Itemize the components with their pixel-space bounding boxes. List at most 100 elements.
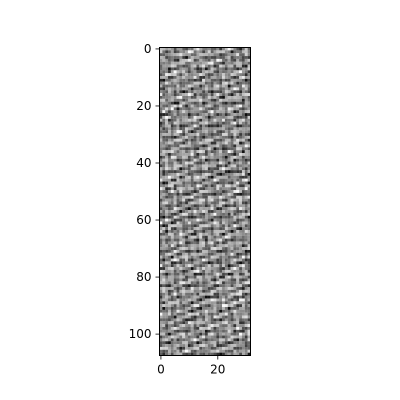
heatmap-cell	[242, 184, 245, 187]
heatmap-cell	[194, 207, 197, 210]
heatmap-cell	[233, 336, 236, 339]
heatmap-cell	[202, 330, 205, 333]
heatmap-cell	[219, 96, 222, 99]
heatmap-cell	[165, 219, 168, 222]
heatmap-cell	[165, 65, 168, 68]
heatmap-cell	[196, 82, 199, 85]
heatmap-cell	[171, 133, 174, 136]
heatmap-cell	[162, 281, 165, 284]
heatmap-cell	[162, 96, 165, 99]
heatmap-cell	[188, 333, 191, 336]
heatmap-cell	[208, 73, 211, 76]
heatmap-cell	[236, 199, 239, 202]
heatmap-cell	[199, 90, 202, 93]
heatmap-cell	[211, 287, 214, 290]
heatmap-cell	[222, 253, 225, 256]
heatmap-cell	[208, 202, 211, 205]
heatmap-cell	[202, 116, 205, 119]
heatmap-cell	[219, 341, 222, 344]
heatmap-cell	[236, 216, 239, 219]
heatmap-cell	[199, 190, 202, 193]
heatmap-cell	[177, 105, 180, 108]
heatmap-cell	[239, 144, 242, 147]
heatmap-cell	[168, 122, 171, 125]
heatmap-cell	[216, 316, 219, 319]
heatmap-cell	[225, 107, 228, 110]
heatmap-cell	[177, 253, 180, 256]
heatmap-cell	[219, 184, 222, 187]
heatmap-cell	[171, 316, 174, 319]
heatmap-cell	[165, 199, 168, 202]
heatmap-cell	[245, 276, 248, 279]
heatmap-cell	[242, 253, 245, 256]
heatmap-cell	[191, 287, 194, 290]
heatmap-cell	[239, 307, 242, 310]
heatmap-cell	[228, 173, 231, 176]
heatmap-cell	[225, 136, 228, 139]
heatmap-cell	[168, 65, 171, 68]
heatmap-cell	[231, 230, 234, 233]
heatmap-cell	[168, 184, 171, 187]
heatmap-cell	[211, 261, 214, 264]
heatmap-cell	[214, 153, 217, 156]
heatmap-cell	[225, 105, 228, 108]
heatmap-cell	[165, 167, 168, 170]
heatmap-cell	[233, 90, 236, 93]
heatmap-cell	[216, 76, 219, 79]
heatmap-cell	[199, 316, 202, 319]
heatmap-cell	[174, 256, 177, 259]
heatmap-cell	[236, 156, 239, 159]
heatmap-cell	[205, 76, 208, 79]
heatmap-cell	[205, 82, 208, 85]
heatmap-cell	[205, 341, 208, 344]
heatmap-cell	[225, 227, 228, 230]
heatmap-cell	[214, 150, 217, 153]
heatmap-cell	[165, 156, 168, 159]
heatmap-cell	[205, 347, 208, 350]
heatmap-cell	[208, 304, 211, 307]
heatmap-cell	[168, 79, 171, 82]
heatmap-cell	[202, 210, 205, 213]
heatmap-cell	[171, 333, 174, 336]
heatmap-cell	[162, 279, 165, 282]
heatmap-cell	[239, 116, 242, 119]
heatmap-cell	[194, 290, 197, 293]
heatmap-cell	[231, 304, 234, 307]
heatmap-cell	[188, 184, 191, 187]
heatmap-cell	[214, 187, 217, 190]
heatmap-cell	[202, 93, 205, 96]
heatmap-cell	[174, 244, 177, 247]
heatmap-cell	[225, 253, 228, 256]
heatmap-cell	[171, 204, 174, 207]
heatmap-cell	[216, 336, 219, 339]
heatmap-cell	[236, 173, 239, 176]
heatmap-cell	[239, 227, 242, 230]
heatmap-cell	[214, 267, 217, 270]
heatmap-cell	[177, 99, 180, 102]
heatmap-cell	[245, 116, 248, 119]
heatmap-cell	[185, 99, 188, 102]
heatmap-cell	[191, 347, 194, 350]
heatmap-cell	[185, 327, 188, 330]
heatmap-cell	[239, 270, 242, 273]
heatmap-cell	[194, 56, 197, 59]
heatmap-cell	[168, 347, 171, 350]
heatmap-cell	[185, 276, 188, 279]
heatmap-cell	[177, 156, 180, 159]
heatmap-cell	[182, 93, 185, 96]
heatmap-cell	[245, 53, 248, 56]
heatmap-cell	[185, 187, 188, 190]
heatmap-cell	[231, 144, 234, 147]
heatmap-cell	[168, 70, 171, 73]
heatmap-cell	[205, 224, 208, 227]
heatmap-cell	[168, 264, 171, 267]
heatmap-cell	[211, 239, 214, 242]
heatmap-cell	[239, 70, 242, 73]
heatmap-cell	[228, 187, 231, 190]
heatmap-cell	[185, 219, 188, 222]
heatmap-cell	[245, 307, 248, 310]
heatmap-cell	[225, 236, 228, 239]
heatmap-cell	[199, 164, 202, 167]
heatmap-cell	[231, 207, 234, 210]
heatmap-cell	[205, 318, 208, 321]
